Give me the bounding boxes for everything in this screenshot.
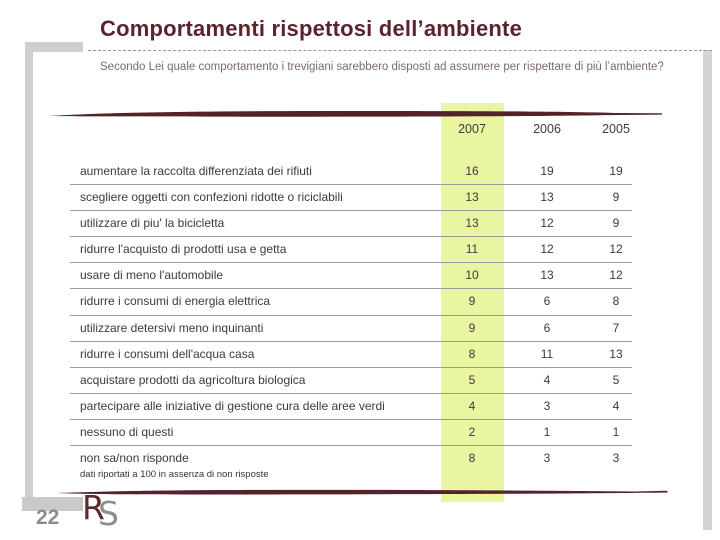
cell-2006: 12: [540, 242, 554, 257]
row-label: utilizzare di piu' la bicicletta: [80, 216, 225, 231]
frame-corner-top-bar: [25, 42, 83, 52]
table-row: utilizzare detersivi meno inquinanti 9 6…: [70, 316, 632, 342]
cell-2007: 2: [468, 424, 476, 439]
highlight-band-2007: [441, 103, 504, 502]
cell-2006: 3: [543, 451, 551, 466]
cell-2007: 13: [465, 216, 479, 231]
frame-corner-bottom-bar: [22, 497, 83, 511]
rs-logo: RS: [82, 488, 119, 533]
column-header-2006: 2006: [533, 122, 561, 136]
table-row: partecipare alle iniziative di gestione …: [70, 394, 632, 420]
row-label: non sa/non risponde: [80, 451, 189, 466]
logo-letter-r: R: [82, 488, 105, 527]
cell-2005: 5: [612, 372, 620, 387]
cell-2006: 3: [543, 398, 551, 413]
table-bottom-rule: [57, 489, 668, 495]
table-row: usare di meno l'automobile 10 13 12: [70, 263, 632, 290]
table-row: scegliere oggetti con confezioni ridotte…: [70, 185, 632, 212]
row-label: acquistare prodotti da agricoltura biolo…: [80, 372, 306, 387]
cell-2006: 6: [543, 320, 551, 335]
cell-2007: 11: [465, 242, 479, 257]
table-row: ridurre i consumi dell'acqua casa 8 11 1…: [70, 342, 632, 368]
footnote: dati riportati a 100 in assenza di non r…: [80, 469, 269, 480]
cell-2006: 6: [543, 294, 551, 309]
logo-letter-s: S: [97, 494, 119, 533]
cell-2006: 19: [540, 164, 554, 178]
cell-2007: 8: [468, 346, 476, 361]
cell-2007: 5: [468, 372, 476, 387]
row-label: scegliere oggetti con confezioni ridotte…: [80, 190, 343, 205]
table-body: aumentare la raccolta differenziata dei …: [70, 159, 632, 471]
cell-2005: 19: [609, 164, 623, 178]
cell-2007: 9: [468, 320, 476, 335]
cell-2007: 10: [465, 268, 479, 283]
table-top-rule: [48, 111, 662, 117]
cell-2007: 4: [468, 398, 476, 413]
cell-2006: 1: [543, 424, 551, 439]
cell-2005: 12: [609, 242, 623, 257]
cell-2007: 9: [468, 294, 476, 309]
table-row: aumentare la raccolta differenziata dei …: [70, 159, 632, 186]
cell-2005: 1: [612, 424, 620, 439]
slide-title: Comportamenti rispettosi dell’ambiente: [100, 16, 523, 41]
row-label: nessuno di questi: [80, 424, 174, 439]
row-label: aumentare la raccolta differenziata dei …: [80, 164, 312, 178]
table-row: non sa/non risponde 8 3 3: [70, 446, 632, 471]
table-row: ridurre i consumi di energia elettrica 9…: [70, 289, 632, 316]
row-label: ridurre i consumi dell'acqua casa: [80, 346, 255, 361]
table-row: utilizzare di piu' la bicicletta 13 12 9: [70, 211, 632, 238]
column-header-2007: 2007: [458, 122, 486, 136]
frame-left-bar: [25, 42, 33, 510]
cell-2005: 13: [609, 346, 623, 361]
row-label: ridurre l'acquisto di prodotti usa e get…: [80, 242, 287, 257]
slide-subtitle: Secondo Lei quale comportamento i trevig…: [100, 61, 664, 73]
cell-2005: 9: [612, 190, 620, 205]
table-row: acquistare prodotti da agricoltura biolo…: [70, 368, 632, 394]
frame-right-bar: [703, 50, 712, 530]
table-header-row: 2007 2006 2005: [70, 120, 632, 138]
row-label: usare di meno l'automobile: [80, 268, 224, 283]
column-header-2005: 2005: [602, 122, 630, 136]
cell-2006: 13: [540, 268, 554, 283]
page-number: 22: [36, 506, 60, 529]
table-row: nessuno di questi 2 1 1: [70, 420, 632, 447]
cell-2005: 8: [612, 294, 620, 309]
cell-2006: 11: [540, 346, 554, 361]
cell-2006: 13: [540, 190, 554, 205]
cell-2005: 4: [612, 398, 620, 413]
row-label: ridurre i consumi di energia elettrica: [80, 294, 271, 309]
cell-2007: 16: [465, 164, 479, 178]
cell-2007: 13: [465, 190, 479, 205]
cell-2006: 4: [543, 372, 551, 387]
cell-2005: 9: [612, 216, 620, 231]
table-row: ridurre l'acquisto di prodotti usa e get…: [70, 237, 632, 264]
row-label: partecipare alle iniziative di gestione …: [80, 398, 385, 413]
title-dashed-underline: [88, 50, 712, 51]
cell-2005: 7: [612, 320, 620, 335]
cell-2006: 12: [540, 216, 554, 231]
cell-2005: 3: [612, 451, 620, 466]
row-label: utilizzare detersivi meno inquinanti: [80, 320, 264, 335]
cell-2005: 12: [609, 268, 623, 283]
cell-2007: 8: [468, 451, 476, 466]
